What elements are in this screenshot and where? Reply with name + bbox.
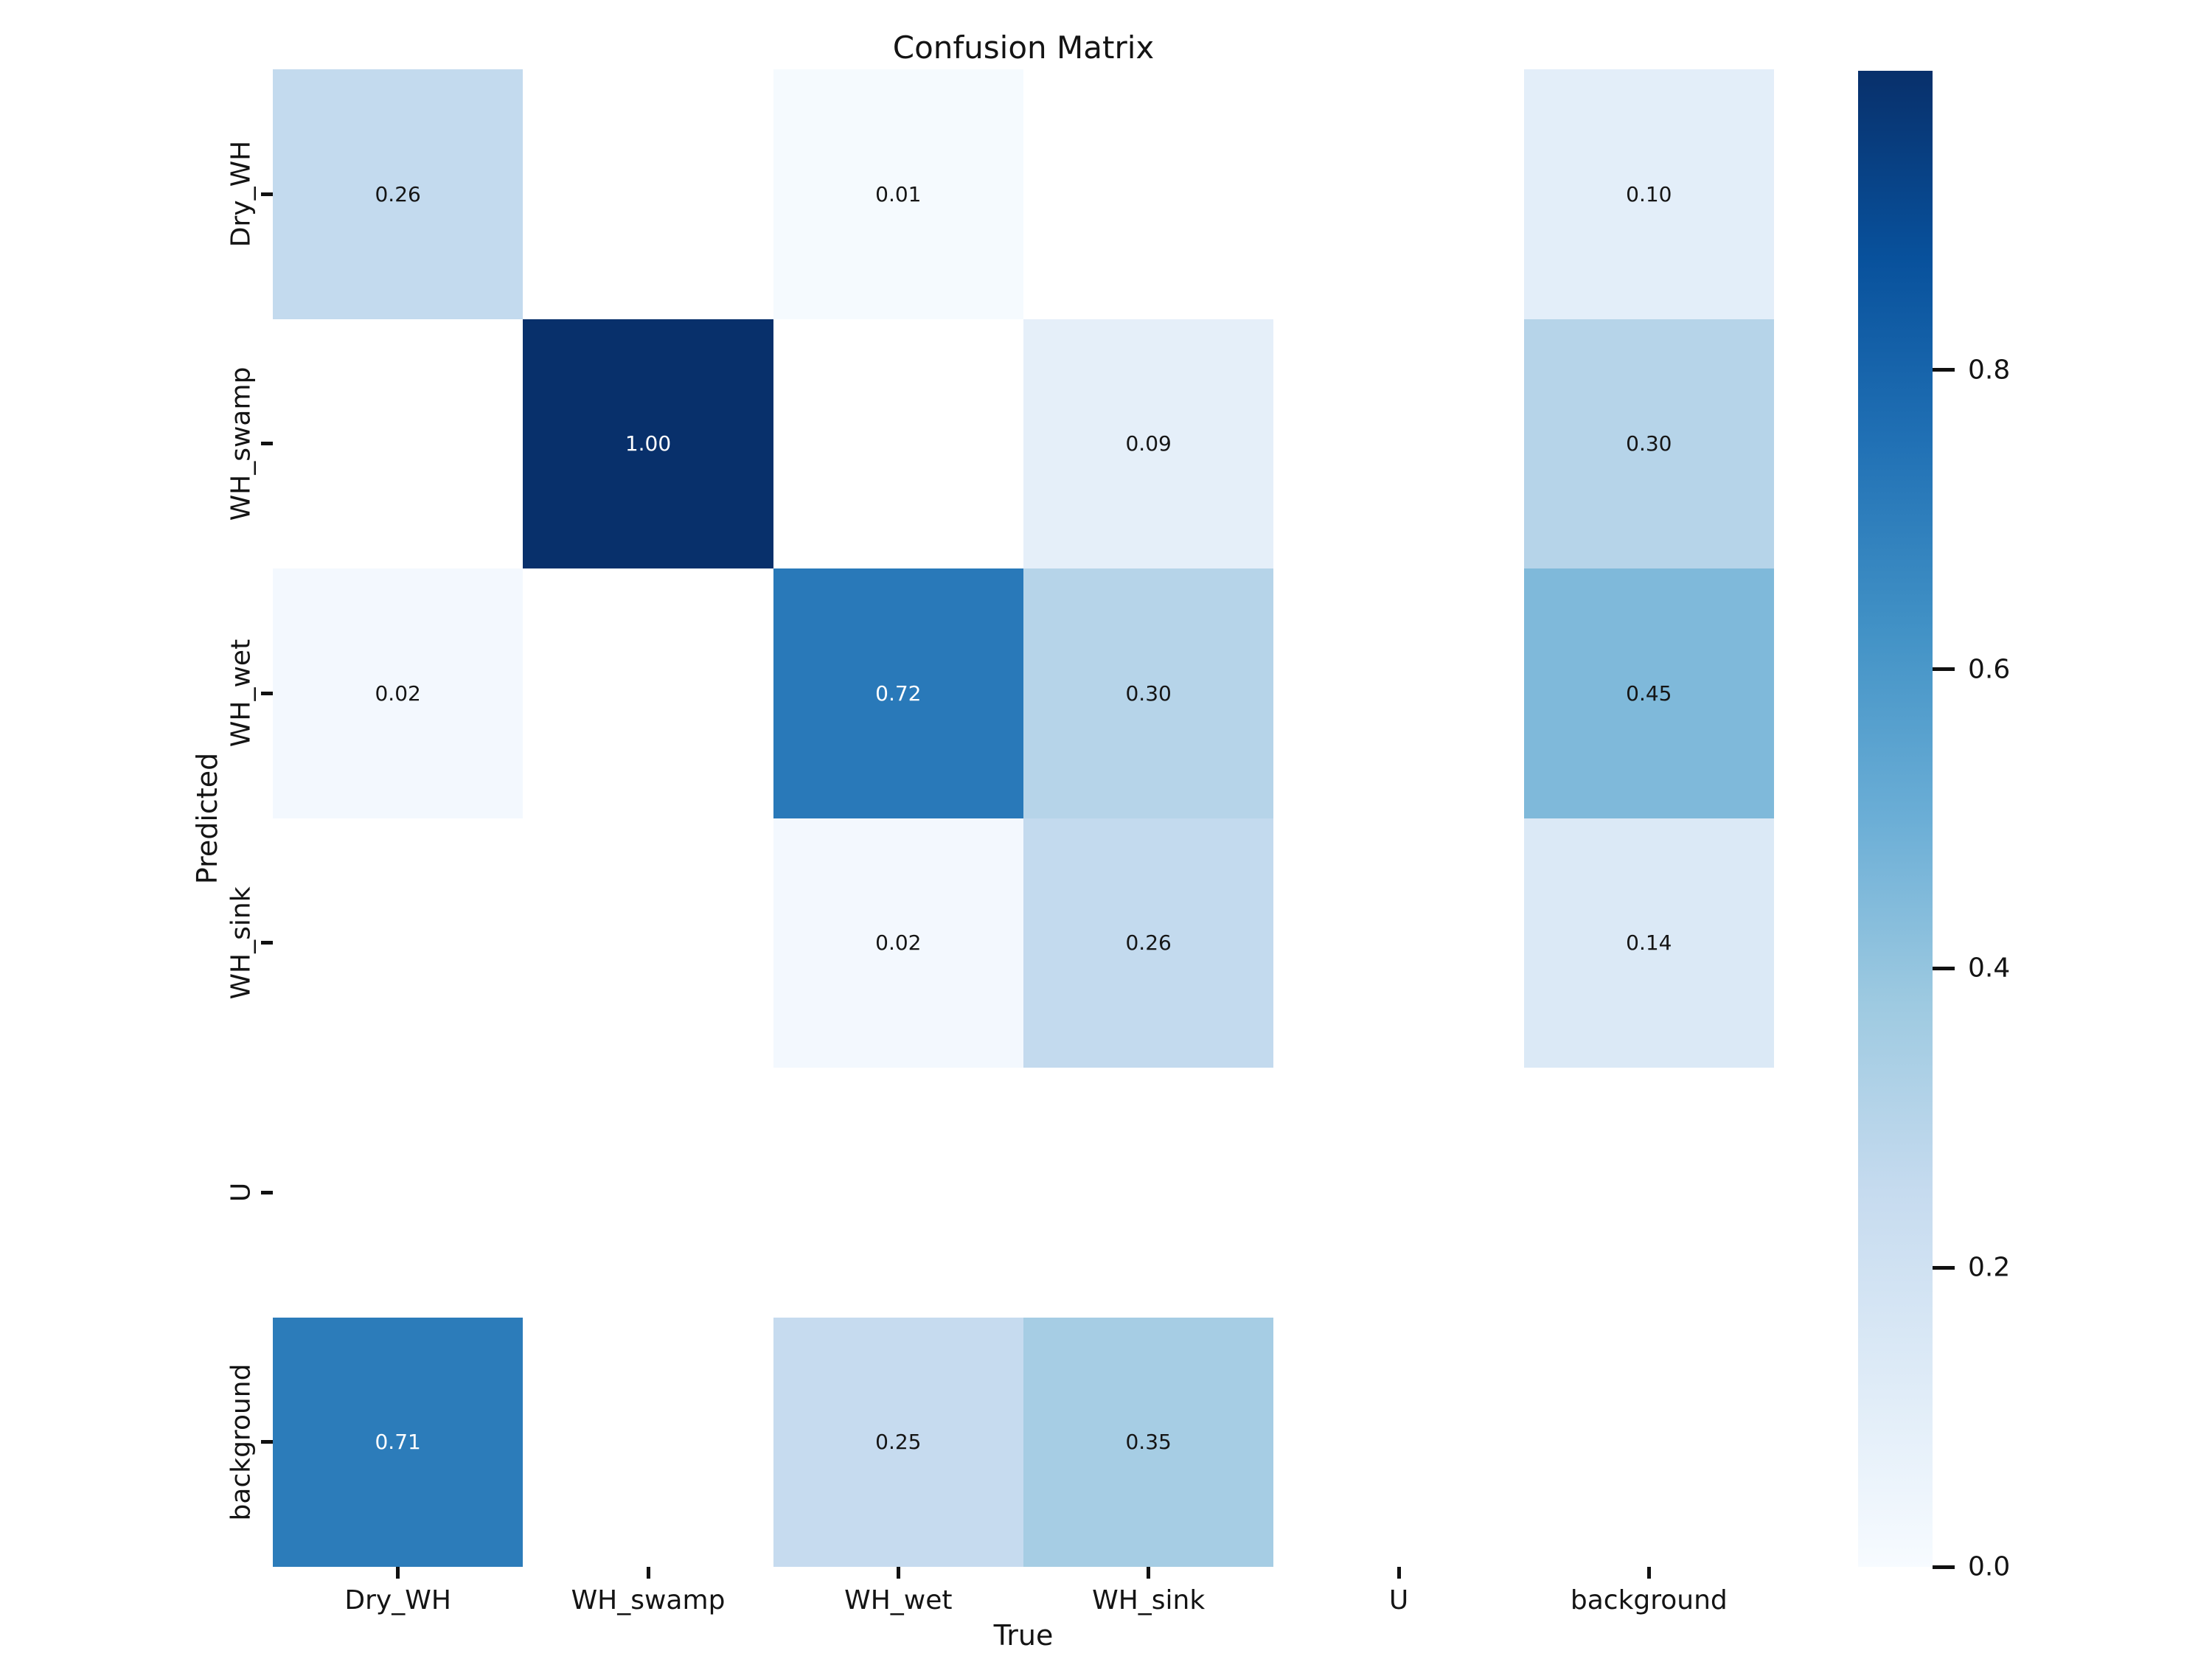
y-tick-label-U: U bbox=[226, 1183, 257, 1203]
x-tick-label-WH_sink: WH_sink bbox=[1092, 1585, 1206, 1615]
heatmap-cell-WH_wet-Dry_WH: 0.02 bbox=[273, 568, 524, 818]
chart-title: Confusion Matrix bbox=[892, 29, 1155, 66]
y-tick-label-WH_wet: WH_wet bbox=[226, 639, 257, 748]
colorbar-tick-label-0.2: 0.2 bbox=[1968, 1252, 2011, 1283]
y-axis-tick bbox=[261, 1440, 273, 1444]
cell-annotation: 0.71 bbox=[375, 1430, 421, 1455]
y-tick-label-WH_swamp: WH_swamp bbox=[226, 366, 257, 521]
x-axis-tick bbox=[896, 1567, 900, 1579]
colorbar-tick-label-0.6: 0.6 bbox=[1968, 654, 2011, 685]
heatmap-cell-WH_sink-background: 0.14 bbox=[1523, 818, 1774, 1068]
y-tick-label-background: background bbox=[226, 1363, 257, 1521]
cell-annotation: 0.26 bbox=[1125, 931, 1172, 956]
heatmap-cell-WH_wet-WH_sink: 0.30 bbox=[1023, 568, 1274, 818]
colorbar-tick-label-0.8: 0.8 bbox=[1968, 355, 2011, 386]
y-axis-label: Predicted bbox=[191, 752, 223, 885]
cell-annotation: 0.35 bbox=[1125, 1430, 1172, 1455]
heatmap-cell-background-WH_sink: 0.35 bbox=[1023, 1317, 1274, 1567]
heatmap-cell-Dry_WH-WH_wet: 0.01 bbox=[773, 69, 1023, 319]
heatmap-cell-WH_wet-WH_wet: 0.72 bbox=[773, 568, 1023, 818]
x-tick-label-WH_swamp: WH_swamp bbox=[571, 1585, 726, 1615]
y-axis-tick bbox=[261, 442, 273, 446]
heatmap-cell-Dry_WH-Dry_WH: 0.26 bbox=[273, 69, 524, 319]
x-axis-tick bbox=[1397, 1567, 1401, 1579]
cell-annotation: 0.26 bbox=[375, 181, 421, 206]
cell-annotation: 0.02 bbox=[375, 681, 421, 706]
cell-annotation: 0.30 bbox=[1626, 431, 1672, 456]
x-axis-label: True bbox=[993, 1619, 1054, 1652]
heatmap-cell-Dry_WH-background: 0.10 bbox=[1523, 69, 1774, 319]
y-axis-tick bbox=[261, 941, 273, 945]
y-axis-tick bbox=[261, 1190, 273, 1194]
x-tick-label-U: U bbox=[1388, 1585, 1409, 1615]
x-tick-label-background: background bbox=[1570, 1585, 1728, 1615]
heatmap-cell-background-WH_wet: 0.25 bbox=[773, 1317, 1023, 1567]
cell-annotation: 0.09 bbox=[1125, 431, 1172, 456]
x-axis-tick bbox=[646, 1567, 650, 1579]
heatmap-plot-area: 0.26 0.01 0.10 1.00 0.09 0.30 0.02 0.72 0.30 0.45… bbox=[273, 69, 1774, 1567]
colorbar-tick-label-0.4: 0.4 bbox=[1968, 953, 2011, 984]
colorbar-tick-label-0.0: 0.0 bbox=[1968, 1551, 2011, 1582]
colorbar-tick bbox=[1933, 368, 1955, 372]
cell-annotation: 0.10 bbox=[1626, 181, 1672, 206]
y-axis-tick bbox=[261, 691, 273, 695]
cell-annotation: 0.01 bbox=[875, 181, 922, 206]
heatmap-cell-background-Dry_WH: 0.71 bbox=[273, 1317, 524, 1567]
heatmap-cell-WH_sink-WH_sink: 0.26 bbox=[1023, 818, 1274, 1068]
colorbar-tick bbox=[1933, 667, 1955, 672]
heatmap-cell-WH_swamp-WH_sink: 0.09 bbox=[1023, 319, 1274, 568]
heatmap-cell-WH_swamp-WH_swamp: 1.00 bbox=[523, 319, 773, 568]
heatmap-cell-WH_swamp-background: 0.30 bbox=[1523, 319, 1774, 568]
cell-annotation: 0.30 bbox=[1125, 681, 1172, 706]
cell-annotation: 0.72 bbox=[875, 681, 922, 706]
x-axis-tick bbox=[396, 1567, 400, 1579]
x-axis-tick bbox=[1646, 1567, 1651, 1579]
colorbar-tick bbox=[1933, 1265, 1955, 1270]
heatmap-cell-WH_sink-WH_wet: 0.02 bbox=[773, 818, 1023, 1068]
y-axis-tick bbox=[261, 192, 273, 196]
cell-annotation: 0.02 bbox=[875, 931, 922, 956]
x-tick-label-Dry_WH: Dry_WH bbox=[344, 1585, 451, 1615]
x-tick-label-WH_wet: WH_wet bbox=[844, 1585, 953, 1615]
cell-annotation: 0.45 bbox=[1626, 681, 1672, 706]
y-tick-label-WH_sink: WH_sink bbox=[226, 886, 257, 1000]
cell-annotation: 0.25 bbox=[875, 1430, 922, 1455]
colorbar-tick bbox=[1933, 966, 1955, 970]
x-axis-tick bbox=[1147, 1567, 1151, 1579]
cell-annotation: 1.00 bbox=[625, 431, 672, 456]
y-tick-label-Dry_WH: Dry_WH bbox=[226, 141, 257, 248]
colorbar-gradient bbox=[1858, 71, 1933, 1567]
colorbar-tick bbox=[1933, 1565, 1955, 1569]
heatmap-cell-WH_wet-background: 0.45 bbox=[1523, 568, 1774, 818]
cell-annotation: 0.14 bbox=[1626, 931, 1672, 956]
